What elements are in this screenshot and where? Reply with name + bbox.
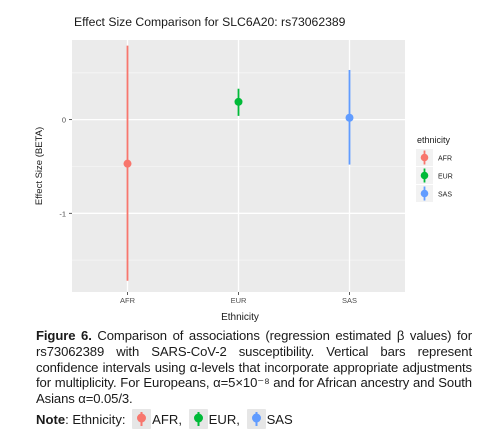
note-item-eur: EUR, xyxy=(208,412,240,427)
y-tick-label: -1 xyxy=(59,209,66,218)
note-item-afr: AFR, xyxy=(152,412,182,427)
note: Note: Ethnicity: AFR, EUR, SAS xyxy=(36,409,293,431)
note-key-afr-icon xyxy=(132,409,152,429)
figure-label: Figure 6. xyxy=(36,328,92,343)
legend: ethnicity AFR EUR SAS xyxy=(416,135,453,202)
figure-caption-text: Comparison of associations (regression e… xyxy=(36,328,472,407)
legend-label: EUR xyxy=(438,174,453,181)
y-tick-label: 0 xyxy=(62,116,66,125)
x-tick-label: SAS xyxy=(342,296,357,305)
legend-key-point xyxy=(420,189,429,198)
note-label: Note xyxy=(36,412,66,427)
point-sas xyxy=(345,113,354,122)
note-key-eur-icon xyxy=(188,409,208,429)
legend-key-point xyxy=(420,153,429,162)
note-prefix: : Ethnicity: xyxy=(65,412,126,427)
figure-caption: Figure 6. Comparison of associations (re… xyxy=(36,328,472,407)
y-axis-title: Effect Size (BETA) xyxy=(34,127,45,205)
x-tick-label: EUR xyxy=(231,296,247,305)
legend-title: ethnicity xyxy=(417,135,451,145)
note-key-sas-icon xyxy=(246,409,266,429)
x-axis-title: Ethnicity xyxy=(221,312,259,323)
point-eur xyxy=(234,97,243,106)
point-afr xyxy=(123,159,132,168)
chart-title: Effect Size Comparison for SLC6A20: rs73… xyxy=(74,15,346,29)
legend-label: SAS xyxy=(438,192,452,199)
legend-key-point xyxy=(420,171,429,180)
legend-label: AFR xyxy=(438,156,452,163)
chart: -1 0 AFR EUR SAS Effect Size Comparison for… xyxy=(34,15,453,323)
x-tick-label: AFR xyxy=(120,296,136,305)
note-item-sas: SAS xyxy=(266,412,293,427)
